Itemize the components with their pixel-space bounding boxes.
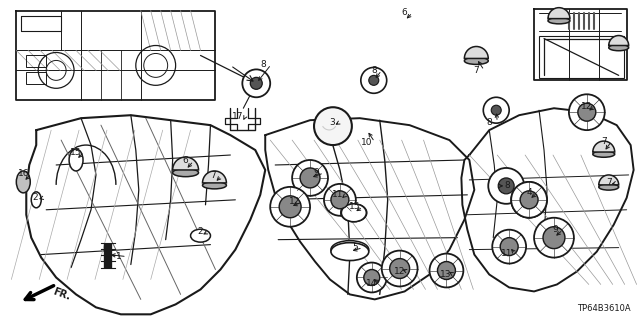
Text: 7: 7 xyxy=(211,172,216,180)
Circle shape xyxy=(511,182,547,218)
Ellipse shape xyxy=(173,169,198,177)
Text: 2: 2 xyxy=(33,193,38,202)
Text: 17: 17 xyxy=(232,112,243,121)
Text: 11: 11 xyxy=(332,190,344,199)
Circle shape xyxy=(369,76,379,85)
Text: 3: 3 xyxy=(329,118,335,127)
Text: 1: 1 xyxy=(116,252,122,261)
Circle shape xyxy=(569,94,605,130)
Ellipse shape xyxy=(341,204,367,222)
Circle shape xyxy=(483,97,509,123)
Circle shape xyxy=(357,262,387,292)
Ellipse shape xyxy=(593,151,614,157)
Circle shape xyxy=(243,69,270,97)
Circle shape xyxy=(364,269,380,285)
Text: 12: 12 xyxy=(289,197,301,206)
Circle shape xyxy=(292,160,328,196)
Ellipse shape xyxy=(599,184,619,190)
Circle shape xyxy=(429,253,463,287)
Wedge shape xyxy=(548,8,570,19)
Circle shape xyxy=(543,227,565,249)
Text: 9: 9 xyxy=(552,225,558,234)
Wedge shape xyxy=(593,141,614,152)
Bar xyxy=(26,72,46,84)
Wedge shape xyxy=(609,36,628,45)
Circle shape xyxy=(300,168,320,188)
Circle shape xyxy=(492,105,501,115)
Ellipse shape xyxy=(609,44,628,51)
Ellipse shape xyxy=(191,229,211,242)
Ellipse shape xyxy=(31,192,41,208)
Circle shape xyxy=(331,191,349,209)
Circle shape xyxy=(270,187,310,227)
Text: 13: 13 xyxy=(440,270,451,279)
Bar xyxy=(26,55,46,68)
Wedge shape xyxy=(465,46,488,59)
Text: 12: 12 xyxy=(394,267,405,276)
Ellipse shape xyxy=(548,18,570,24)
Text: 6: 6 xyxy=(402,8,408,17)
Text: 10: 10 xyxy=(361,138,372,147)
Ellipse shape xyxy=(331,241,369,259)
Circle shape xyxy=(520,191,538,209)
Wedge shape xyxy=(202,171,227,183)
Ellipse shape xyxy=(341,204,366,222)
Text: 8: 8 xyxy=(260,60,266,69)
Circle shape xyxy=(578,103,596,121)
Text: 4: 4 xyxy=(526,188,532,197)
Text: 12: 12 xyxy=(581,102,593,111)
Circle shape xyxy=(438,261,456,279)
Circle shape xyxy=(534,218,574,258)
Circle shape xyxy=(390,259,410,278)
Text: 7: 7 xyxy=(601,137,607,146)
Circle shape xyxy=(314,107,352,145)
Circle shape xyxy=(324,184,356,216)
Circle shape xyxy=(500,238,518,256)
Text: 15: 15 xyxy=(70,148,82,156)
Circle shape xyxy=(521,192,537,208)
Wedge shape xyxy=(173,157,198,170)
Text: 8: 8 xyxy=(486,118,492,127)
Text: 7: 7 xyxy=(474,66,479,75)
Text: 5: 5 xyxy=(352,243,358,252)
Ellipse shape xyxy=(331,243,369,260)
Circle shape xyxy=(492,230,526,264)
Circle shape xyxy=(498,178,514,194)
Ellipse shape xyxy=(17,171,30,193)
Text: 8: 8 xyxy=(504,181,510,190)
Circle shape xyxy=(381,251,417,286)
Text: 7: 7 xyxy=(606,179,612,188)
Wedge shape xyxy=(599,175,619,185)
Circle shape xyxy=(361,68,387,93)
Text: 6: 6 xyxy=(182,156,188,165)
Text: 9: 9 xyxy=(313,168,319,178)
Ellipse shape xyxy=(202,182,227,189)
Text: 2: 2 xyxy=(198,227,204,236)
Text: 11: 11 xyxy=(501,249,513,258)
Circle shape xyxy=(488,168,524,204)
Text: 14: 14 xyxy=(366,279,378,288)
Ellipse shape xyxy=(69,149,83,171)
Circle shape xyxy=(279,196,301,218)
Circle shape xyxy=(250,77,262,89)
Ellipse shape xyxy=(465,57,488,64)
Text: FR.: FR. xyxy=(51,287,72,302)
Text: 16: 16 xyxy=(17,169,29,179)
Text: 8: 8 xyxy=(371,66,377,75)
Text: 15: 15 xyxy=(349,202,360,211)
Text: TP64B3610A: TP64B3610A xyxy=(577,304,630,313)
Circle shape xyxy=(511,182,547,218)
